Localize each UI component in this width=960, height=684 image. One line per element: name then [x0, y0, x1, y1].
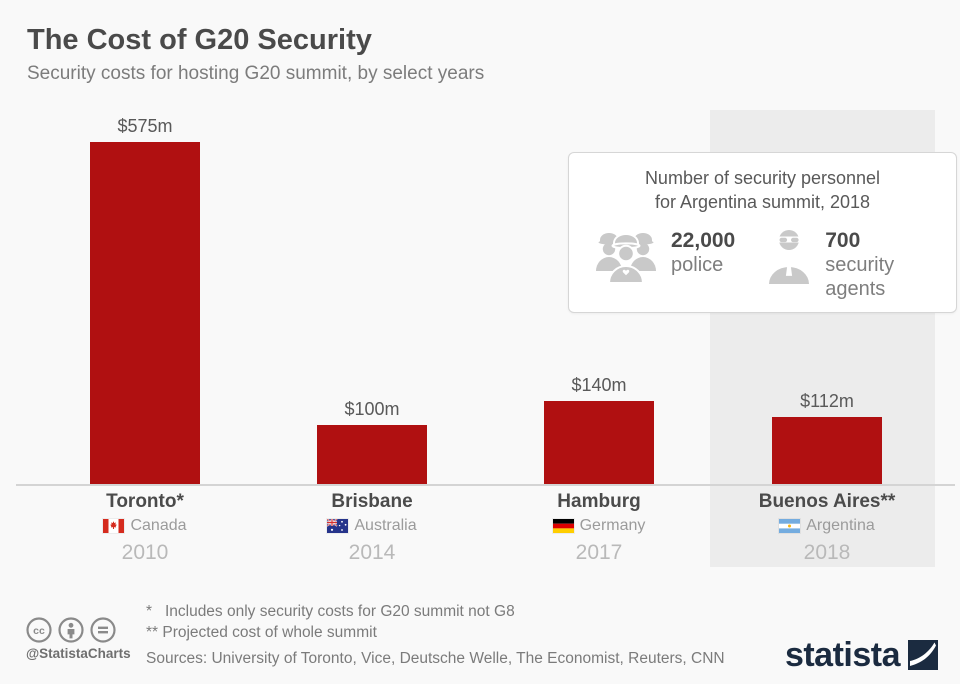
credit-handle: @StatistaCharts: [26, 646, 131, 661]
bar-toronto: [90, 142, 200, 484]
bar-hamburg: [544, 401, 654, 484]
stat-label: security agents: [825, 254, 895, 300]
bar-value-label: $140m: [571, 375, 627, 395]
country-row: Argentina: [727, 516, 927, 536]
city-label: Toronto*: [106, 491, 184, 512]
city-label: Buenos Aires**: [758, 491, 896, 512]
category-brisbane: Brisbane Australia 2014: [272, 490, 472, 565]
stat-police: 22,000 police: [593, 228, 735, 301]
bar-column-toronto: $575m: [90, 112, 200, 484]
bar-value-label: $575m: [117, 116, 173, 136]
callout-box: Number of security personnel for Argenti…: [568, 152, 957, 313]
callout-stats: 22,000 police 700 security a: [569, 214, 956, 301]
year-label: 2017: [575, 541, 623, 564]
page-title: The Cost of G20 Security: [27, 24, 372, 56]
bar-column-brisbane: $100m: [317, 112, 427, 484]
stat-value: 22,000: [671, 229, 736, 252]
x-axis-line: [16, 484, 955, 486]
category-toronto: Toronto* Canada 2010: [45, 490, 245, 565]
no-derivatives-icon: [90, 617, 116, 643]
stat-label: police: [671, 254, 724, 276]
country-row: Canada: [45, 516, 245, 536]
callout-title: Number of security personnel for Argenti…: [569, 166, 956, 214]
city-label: Brisbane: [331, 491, 413, 512]
bar-column-buenos-aires: $112m: [772, 112, 882, 484]
bar-value-label: $100m: [344, 399, 400, 419]
callout-title-line1: Number of security personnel: [644, 168, 881, 188]
bar-brisbane: [317, 425, 427, 484]
year-label: 2010: [121, 541, 169, 564]
footnote-1: * Includes only security costs for G20 s…: [146, 603, 515, 620]
bar-value-label: $112m: [800, 391, 854, 411]
svg-text:cc: cc: [33, 625, 45, 637]
security-agent-icon: [769, 230, 810, 284]
germany-flag-icon: [552, 519, 574, 533]
license-block: cc @StatistaCharts: [26, 617, 131, 661]
stat-text: 22,000 police: [671, 228, 735, 277]
callout-title-line2: for Argentina summit, 2018: [654, 192, 871, 212]
category-hamburg: Hamburg Germany 2017: [499, 490, 699, 565]
year-label: 2014: [348, 541, 396, 564]
bar-column-hamburg: $140m: [544, 112, 654, 484]
statista-mark-icon: [908, 640, 938, 670]
country-label: Germany: [579, 517, 646, 534]
country-row: Germany: [499, 516, 699, 536]
license-icons: cc: [26, 617, 131, 643]
stat-value: 700: [825, 229, 861, 252]
footnotes: * Includes only security costs for G20 s…: [146, 601, 515, 643]
city-label: Hamburg: [557, 491, 641, 512]
stat-security-agents: 700 security agents: [765, 228, 911, 301]
category-buenos-aires: Buenos Aires** Argentina 2018: [727, 490, 927, 565]
page-subtitle: Security costs for hosting G20 summit, b…: [27, 63, 485, 84]
australia-flag-icon: [327, 519, 349, 533]
footnote-2: ** Projected cost of whole summit: [146, 624, 377, 641]
stat-text: 700 security agents: [825, 228, 911, 301]
statista-wordmark: statista: [784, 636, 901, 674]
country-label: Argentina: [806, 517, 875, 534]
attribution-icon: [58, 617, 84, 643]
country-label: Canada: [130, 517, 187, 534]
country-row: Australia: [272, 516, 472, 536]
bar-buenos-aires: [772, 417, 882, 484]
country-label: Australia: [354, 517, 417, 534]
police-icon: [596, 233, 656, 284]
sources-line: Sources: University of Toronto, Vice, De…: [146, 650, 725, 667]
year-label: 2018: [803, 541, 851, 564]
cc-icon: cc: [26, 617, 52, 643]
statista-logo: statista: [784, 636, 938, 674]
argentina-flag-icon: [779, 519, 801, 533]
canada-flag-icon: [103, 519, 125, 533]
